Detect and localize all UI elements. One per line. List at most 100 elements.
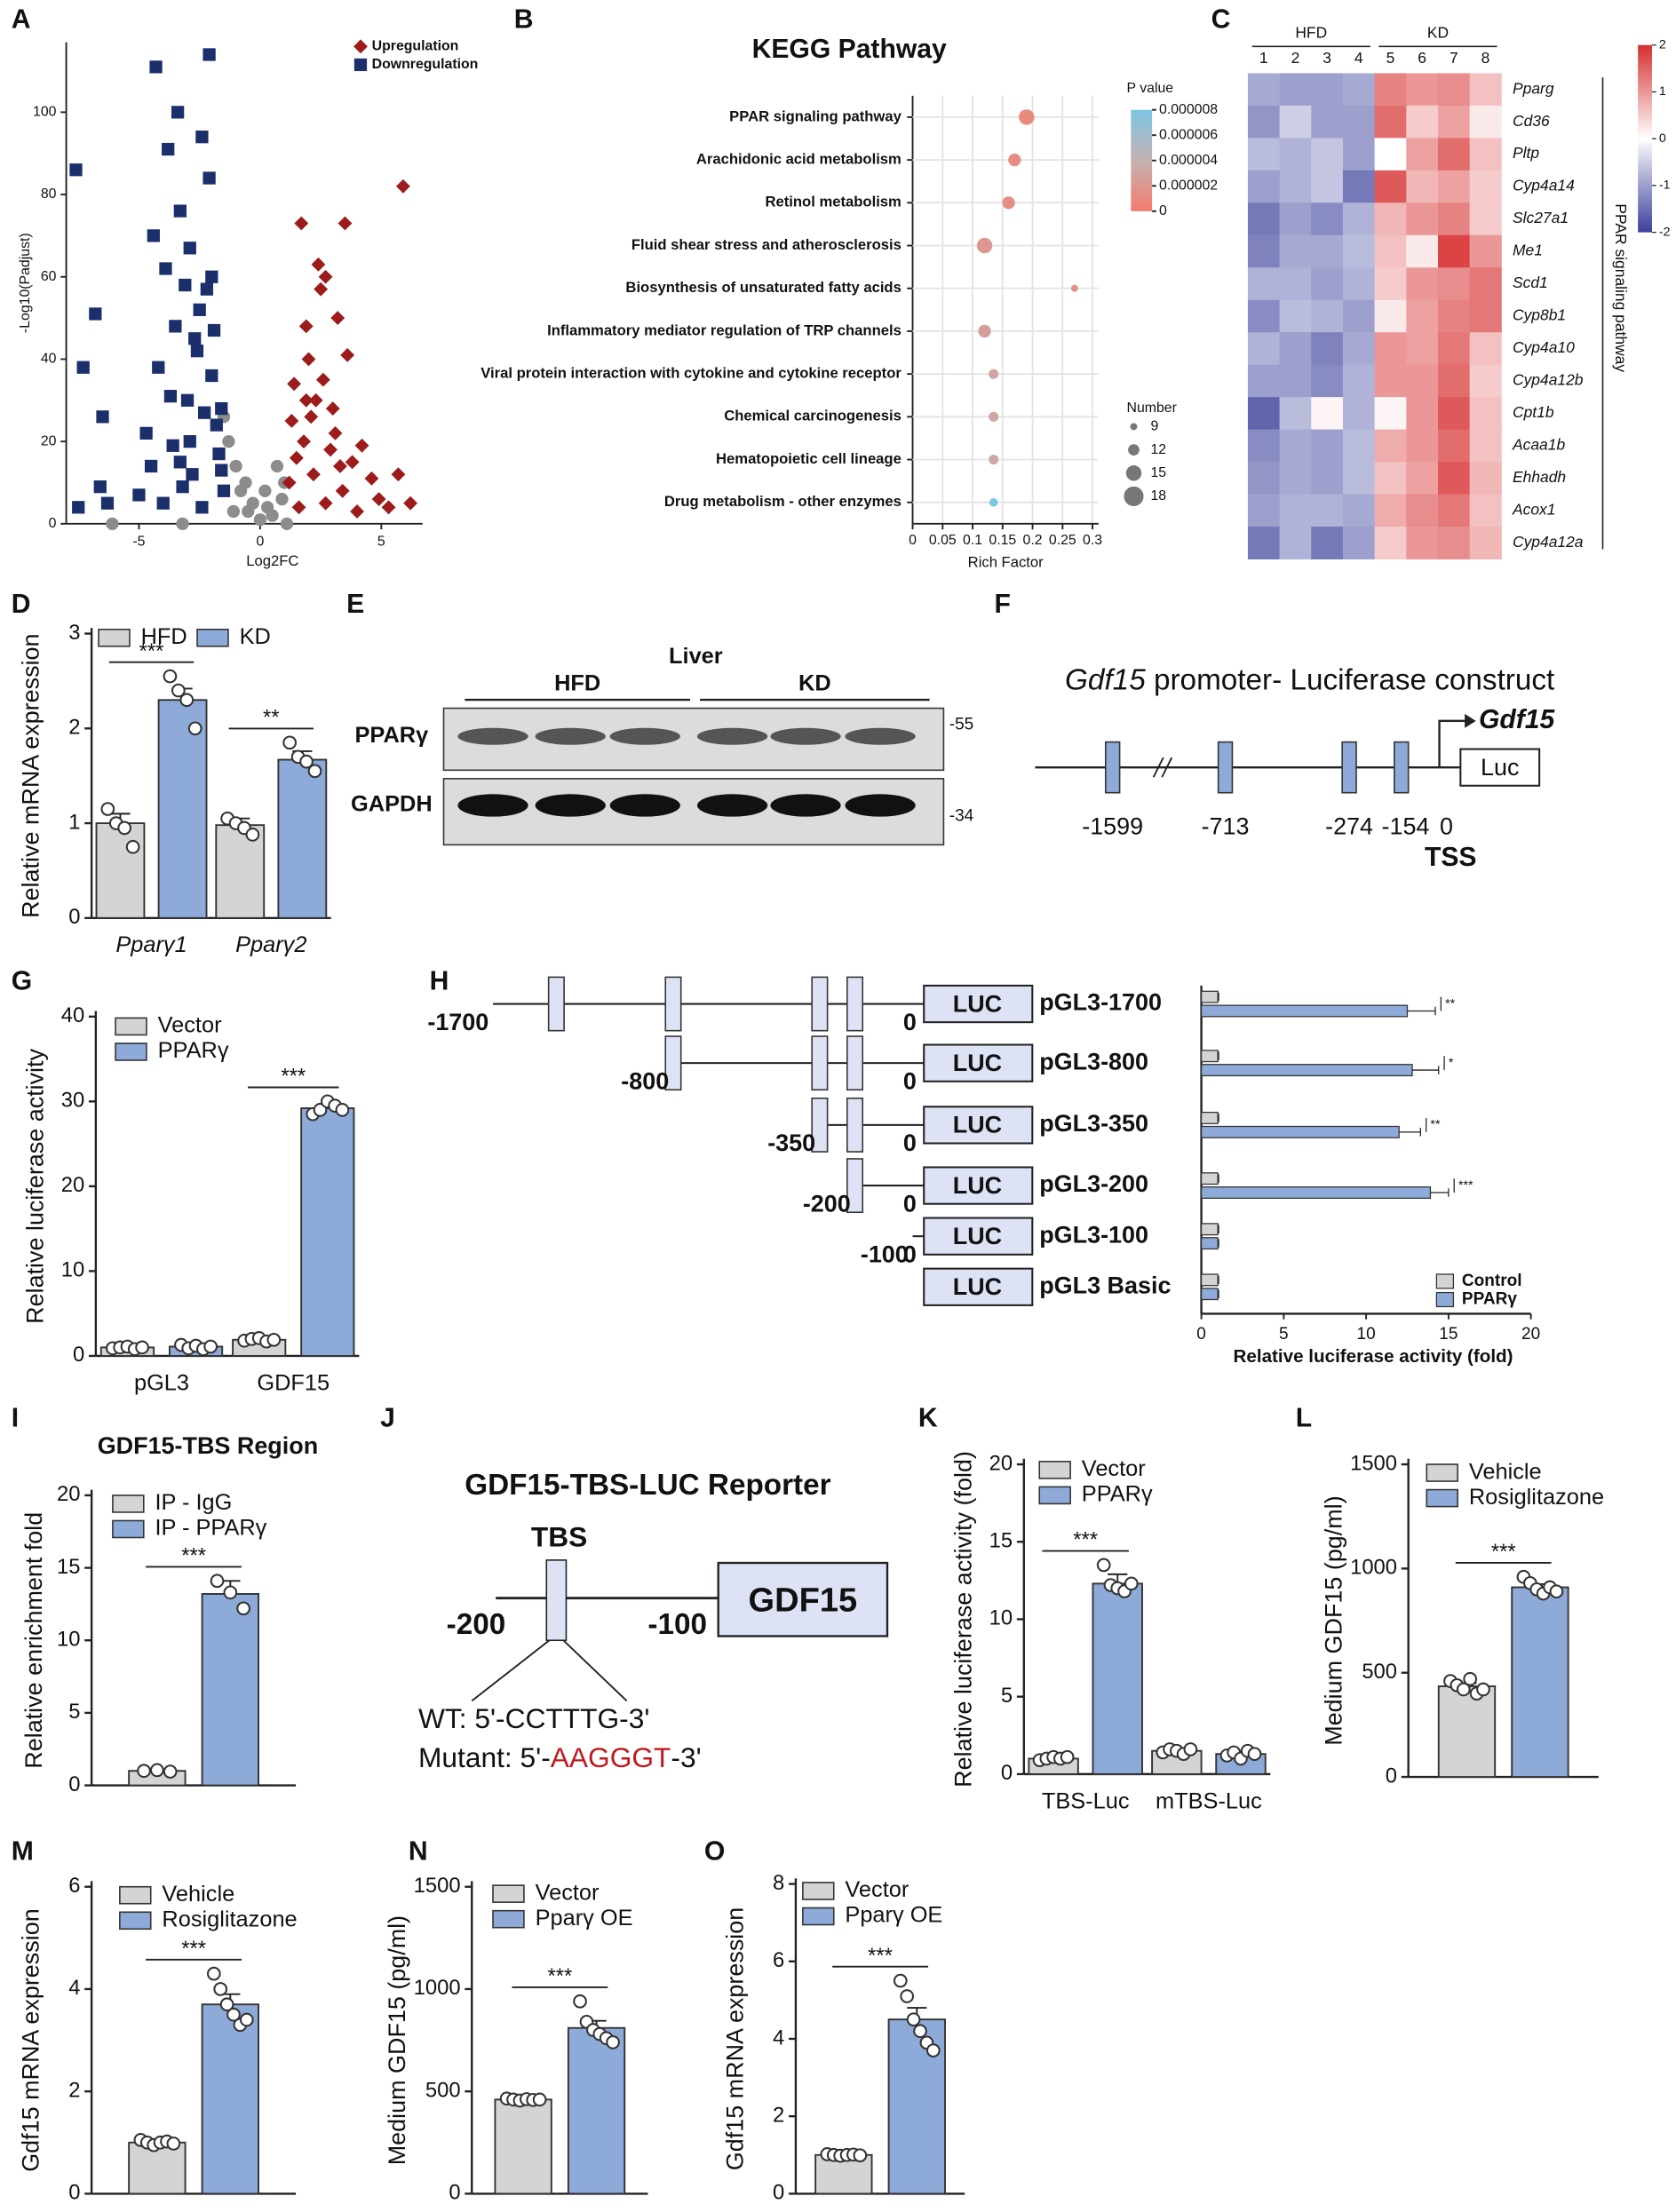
heat-cell	[1469, 332, 1502, 366]
x-tick-label: 0.05	[929, 533, 957, 548]
panel-letter: B	[514, 5, 534, 35]
legend-label: PPARγ	[1082, 1482, 1153, 1507]
heat-cell	[1279, 299, 1312, 333]
heat-cell	[1279, 462, 1312, 496]
reporter-box	[923, 1106, 1034, 1145]
point	[195, 501, 209, 514]
legend-label: IP - PPARγ	[155, 1516, 266, 1541]
data-point	[1060, 1749, 1075, 1764]
heat-cell	[1469, 299, 1502, 333]
size-legend-label: 9	[1151, 419, 1159, 434]
heat-cell	[1279, 73, 1312, 107]
y-tick-label: 20	[41, 433, 57, 448]
x-tick-label: 5	[377, 535, 385, 550]
chart-title: KEGG Pathway	[752, 35, 947, 64]
point	[311, 257, 326, 272]
point	[152, 361, 165, 374]
point	[186, 468, 199, 481]
size-legend-label: 18	[1151, 488, 1167, 503]
heat-cell	[1247, 429, 1281, 463]
heat-cell	[1437, 462, 1471, 496]
legend-label: PPARγ	[1462, 1290, 1517, 1309]
x-tick-label: 0.2	[1023, 533, 1043, 548]
panel-letter: G	[12, 967, 32, 996]
heat-cell	[1437, 73, 1471, 107]
reporter-label: LUC	[953, 990, 1002, 1017]
heat-cell	[1247, 267, 1281, 301]
mutant-sequence: Mutant: 5'-AAGGGT-3'	[418, 1741, 702, 1773]
point	[183, 435, 196, 448]
data-point	[203, 1339, 218, 1354]
point	[298, 319, 314, 334]
point	[215, 401, 228, 416]
column-label: 8	[1481, 49, 1490, 67]
point	[183, 242, 196, 255]
y-tick-label: Drug metabolism - other enzymes	[664, 493, 902, 510]
heat-cell	[1406, 105, 1439, 139]
chart-title: GDF15-TBS Region	[98, 1432, 318, 1459]
point	[328, 425, 343, 440]
x-axis-label: Relative luciferase activity (fold)	[1234, 1346, 1513, 1367]
point	[284, 414, 299, 428]
heat-cell	[1311, 138, 1344, 171]
point	[253, 513, 267, 527]
gene-label: GDF15	[749, 1582, 858, 1619]
title-gene: Gdf15	[1065, 663, 1146, 696]
arrow-head	[1465, 713, 1476, 728]
data-point	[117, 821, 132, 836]
point	[173, 456, 187, 469]
y-tick-label: 40	[61, 1003, 84, 1027]
data-point	[1247, 1747, 1262, 1762]
panel-letter: J	[380, 1403, 395, 1432]
heat-cell	[1406, 364, 1439, 398]
legend-swatch	[115, 1017, 147, 1036]
heat-cell	[1437, 364, 1471, 398]
y-tick-label: Hematopoietic cell lineage	[716, 450, 902, 467]
y-tick-label: 0	[68, 1772, 80, 1796]
point	[207, 323, 221, 337]
column-label: 3	[1323, 49, 1331, 67]
site-label: -274	[1325, 813, 1373, 839]
site-label: -1599	[1082, 813, 1143, 839]
heat-cell	[1469, 267, 1502, 301]
y-axis-label: Medium GDF15 (pg/ml)	[384, 1915, 410, 2165]
legend-marker	[353, 39, 368, 54]
heat-cell	[1279, 364, 1312, 398]
column-label: 1	[1259, 49, 1268, 67]
callout-line	[562, 1639, 628, 1702]
construct-start: -800	[621, 1067, 669, 1094]
dot	[1008, 153, 1021, 167]
point	[159, 262, 172, 275]
heat-cell	[1247, 299, 1281, 333]
heat-cell	[1374, 494, 1407, 527]
construct-zero: 0	[903, 1130, 917, 1156]
blot-band	[535, 794, 606, 817]
data-point	[210, 1574, 225, 1589]
bar	[1200, 1237, 1219, 1250]
point	[282, 475, 297, 490]
x-tick-label: Pparγ1	[115, 932, 187, 957]
y-tick-label: Viral protein interaction with cytokine …	[481, 365, 902, 382]
legend-swatch	[98, 628, 131, 647]
point	[354, 438, 369, 453]
y-tick-label: PPAR signaling pathway	[729, 107, 902, 124]
point	[318, 269, 333, 284]
end-label: -100	[647, 1608, 707, 1641]
heat-cell	[1247, 494, 1281, 527]
y-axis-label: Relative mRNA expression	[18, 633, 44, 917]
heat-cell	[1311, 462, 1344, 496]
heat-cell	[1406, 138, 1439, 171]
legend-swatch	[1435, 1291, 1455, 1308]
x-tick-label: 0.1	[963, 533, 982, 548]
row-label: Cyp4a14	[1513, 177, 1575, 194]
data-point	[532, 2092, 547, 2107]
data-point	[163, 669, 178, 684]
point	[176, 480, 189, 494]
point	[391, 467, 406, 482]
y-tick-label: 500	[425, 2078, 461, 2102]
point	[156, 496, 170, 510]
point	[200, 282, 213, 296]
reporter-box	[923, 1043, 1034, 1082]
construct-zero: 0	[903, 1067, 917, 1094]
heat-cell	[1469, 494, 1502, 527]
